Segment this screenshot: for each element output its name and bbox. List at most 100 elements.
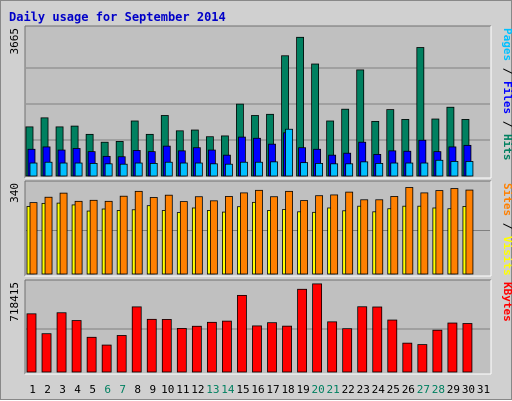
legend-item: / (501, 114, 512, 134)
x-tick-label: 20 (312, 383, 325, 396)
bar-pages (44, 161, 53, 177)
x-axis-labels: 1 2 3 4 5 6 7 8 9 10 11 12 13 14 15 16 17 18 19 20 21 22 23 24 2… (29, 383, 490, 396)
bar-kbytes (447, 322, 458, 373)
x-tick-label: 12 (191, 383, 204, 396)
x-tick-label: 24 (372, 383, 386, 396)
bar-sites (194, 196, 203, 275)
bar-kbytes (417, 344, 428, 373)
bar-sites (134, 190, 143, 275)
bar-pages (134, 162, 143, 177)
hits-panel: 3665 Pages / Files / Hits (8, 25, 512, 179)
bar-kbytes (327, 321, 338, 373)
y-max-label: 3665 (8, 28, 21, 55)
bar-pages (225, 163, 233, 177)
bar-kbytes (462, 323, 473, 373)
bar-pages (164, 161, 173, 177)
x-tick-label: 1 (29, 383, 36, 396)
bar-sites (164, 194, 173, 275)
bar-sites (149, 197, 158, 275)
bar-sites (405, 187, 414, 275)
bar-pages (59, 162, 68, 177)
bar-pages (285, 128, 293, 177)
legend-item: Hits (501, 134, 512, 161)
bar-kbytes (342, 328, 353, 373)
bar-pages (390, 162, 399, 177)
series-kbytes (26, 283, 473, 373)
bar-kbytes (357, 306, 368, 373)
bar-kbytes (282, 325, 292, 373)
series-legend: Pages / Files / Hits (501, 28, 512, 161)
bar-pages (315, 163, 324, 177)
x-tick-label: 15 (236, 383, 249, 396)
bar-kbytes (161, 319, 172, 373)
bar-pages (360, 161, 369, 177)
bar-sites (315, 195, 324, 275)
bar-pages (405, 162, 414, 177)
bar-kbytes (387, 319, 398, 373)
x-tick-label: 19 (296, 383, 309, 396)
bar-kbytes (402, 342, 413, 373)
x-tick-label: 16 (251, 383, 264, 396)
legend-item: Pages (501, 28, 512, 61)
x-tick-label: 9 (149, 383, 156, 396)
bar-kbytes (237, 294, 247, 373)
bar-pages (179, 162, 188, 177)
bar-kbytes (41, 333, 52, 373)
series-sites (29, 187, 474, 275)
series-legend: KBytes (501, 282, 512, 322)
x-tick-label: 26 (402, 383, 415, 396)
bar-pages (194, 162, 203, 177)
bar-sites (270, 196, 278, 275)
bar-kbytes (26, 313, 37, 373)
x-tick-label: 18 (281, 383, 294, 396)
bar-sites (285, 190, 293, 275)
bar-pages (330, 163, 339, 177)
bar-kbytes (372, 306, 383, 373)
bar-pages (119, 163, 128, 177)
bar-kbytes (191, 325, 202, 373)
bar-pages (255, 161, 263, 177)
series-legend: Sites / Visits (501, 183, 512, 276)
bar-pages (74, 162, 83, 177)
bar-kbytes (86, 336, 97, 373)
x-tick-label: 13 (206, 383, 219, 396)
bar-sites (255, 189, 263, 275)
bar-kbytes (131, 306, 142, 373)
bar-sites (29, 202, 38, 275)
bar-kbytes (297, 288, 307, 373)
bar-kbytes (267, 322, 277, 373)
x-tick-label: 22 (342, 383, 355, 396)
bar-kbytes (56, 312, 67, 373)
bar-kbytes (101, 344, 112, 373)
bar-sites (390, 196, 399, 275)
x-tick-label: 7 (119, 383, 126, 396)
bar-pages (270, 161, 278, 177)
bar-kbytes (222, 320, 232, 373)
bar-pages (29, 162, 38, 177)
y-max-label: 340 (8, 183, 21, 203)
bar-sites (104, 200, 113, 275)
legend-item: KBytes (501, 282, 512, 322)
bar-kbytes (312, 283, 323, 373)
bar-sites (360, 199, 369, 275)
bar-pages (465, 161, 474, 177)
bar-sites (89, 199, 98, 275)
bar-pages (450, 161, 459, 177)
bar-sites (420, 192, 429, 275)
bar-kbytes (206, 321, 217, 373)
bar-sites (330, 194, 339, 275)
bar-sites (345, 191, 354, 275)
bar-pages (209, 163, 218, 177)
legend-item: / (501, 61, 512, 81)
legend-item: Files (501, 81, 512, 114)
bar-kbytes (116, 335, 127, 373)
x-tick-label: 28 (432, 383, 445, 396)
bar-kbytes (432, 329, 443, 373)
x-tick-label: 5 (89, 383, 96, 396)
bar-pages (300, 162, 308, 177)
bar-pages (435, 159, 444, 177)
x-tick-label: 3 (59, 383, 66, 396)
bar-sites (225, 196, 233, 275)
